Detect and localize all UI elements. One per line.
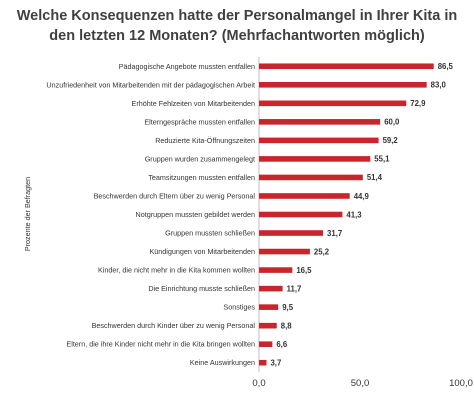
bar-15 bbox=[259, 322, 277, 329]
bar-5 bbox=[259, 137, 379, 144]
bar-2 bbox=[259, 81, 427, 88]
bar-17 bbox=[259, 359, 267, 366]
value-label-15: 8,8 bbox=[281, 321, 293, 330]
value-label-5: 59,2 bbox=[383, 136, 399, 145]
category-label-13: Die Einrichtung musste schließen bbox=[148, 284, 255, 293]
value-label-1: 86,5 bbox=[438, 62, 454, 71]
category-label-16: Eltern, die ihre Kinder nicht mehr in di… bbox=[66, 340, 255, 349]
bar-14 bbox=[259, 304, 279, 310]
category-label-2: Unzufriedenheit von Mitarbeitenden mit d… bbox=[46, 80, 255, 89]
value-label-7: 51,4 bbox=[367, 173, 383, 182]
value-label-14: 9,5 bbox=[282, 303, 294, 312]
bar-4 bbox=[259, 119, 381, 125]
bar-13 bbox=[259, 285, 283, 292]
category-label-7: Teamsitzungen mussten entfallen bbox=[148, 173, 255, 182]
bar-10 bbox=[259, 230, 324, 236]
bar-6 bbox=[259, 156, 371, 162]
value-label-4: 60,0 bbox=[384, 118, 400, 127]
value-label-13: 11,7 bbox=[287, 284, 302, 293]
value-label-12: 16,5 bbox=[296, 266, 312, 275]
bar-1 bbox=[259, 63, 434, 70]
value-label-9: 41,3 bbox=[346, 210, 362, 219]
value-label-8: 44,9 bbox=[354, 192, 370, 201]
y-axis-label: Prozente der Befragten bbox=[23, 177, 32, 251]
bar-12 bbox=[259, 267, 293, 273]
category-label-17: Keine Auswirkungen bbox=[190, 358, 255, 367]
value-label-10: 31,7 bbox=[327, 229, 342, 238]
value-label-11: 25,2 bbox=[314, 247, 330, 256]
bar-8 bbox=[259, 193, 350, 199]
value-label-6: 55,1 bbox=[374, 155, 390, 164]
category-label-8: Beschwerden durch Eltern über zu wenig P… bbox=[94, 191, 256, 200]
x-tick-label-1: 0,0 bbox=[252, 378, 265, 389]
bar-9 bbox=[259, 211, 343, 218]
value-label-17: 3,7 bbox=[270, 359, 281, 368]
category-label-1: Pädagogische Angebote mussten entfallen bbox=[119, 62, 255, 71]
value-label-16: 6,6 bbox=[276, 340, 288, 349]
category-label-5: Reduzierte Kita-Öffnungszeiten bbox=[155, 136, 255, 145]
category-label-6: Gruppen wurden zusammengelegt bbox=[145, 154, 255, 163]
chart-title: Welche Konsequenzen hatte der Personalma… bbox=[0, 6, 474, 46]
x-tick-label-3: 100,0 bbox=[449, 378, 473, 389]
category-label-14: Sonstiges bbox=[223, 303, 255, 312]
chart-title-line-2: den letzten 12 Monaten? (Mehrfachantwort… bbox=[49, 28, 425, 44]
bar-7 bbox=[259, 174, 363, 181]
category-label-4: Elterngespräche mussten entfallen bbox=[144, 117, 255, 126]
bar-11 bbox=[259, 248, 310, 255]
value-label-3: 72,9 bbox=[410, 99, 426, 108]
category-label-15: Beschwerden durch Kinder über zu wenig P… bbox=[92, 321, 256, 330]
x-tick-label-2: 50,0 bbox=[351, 378, 370, 389]
category-label-10: Gruppen mussten schließen bbox=[165, 229, 255, 238]
category-label-12: Kinder, die nicht mehr in die Kita komme… bbox=[98, 266, 255, 275]
category-label-3: Erhöhte Fehlzeiten von Mitarbeitenden bbox=[132, 99, 255, 108]
category-label-11: Kündigungen von Mitarbeitenden bbox=[150, 247, 256, 256]
value-label-2: 83,0 bbox=[431, 81, 447, 90]
category-label-9: Notgruppen mussten gebildet werden bbox=[136, 210, 255, 219]
bar-16 bbox=[259, 341, 273, 348]
bar-3 bbox=[259, 100, 407, 107]
chart-title-line-1: Welche Konsequenzen hatte der Personalma… bbox=[16, 8, 458, 24]
